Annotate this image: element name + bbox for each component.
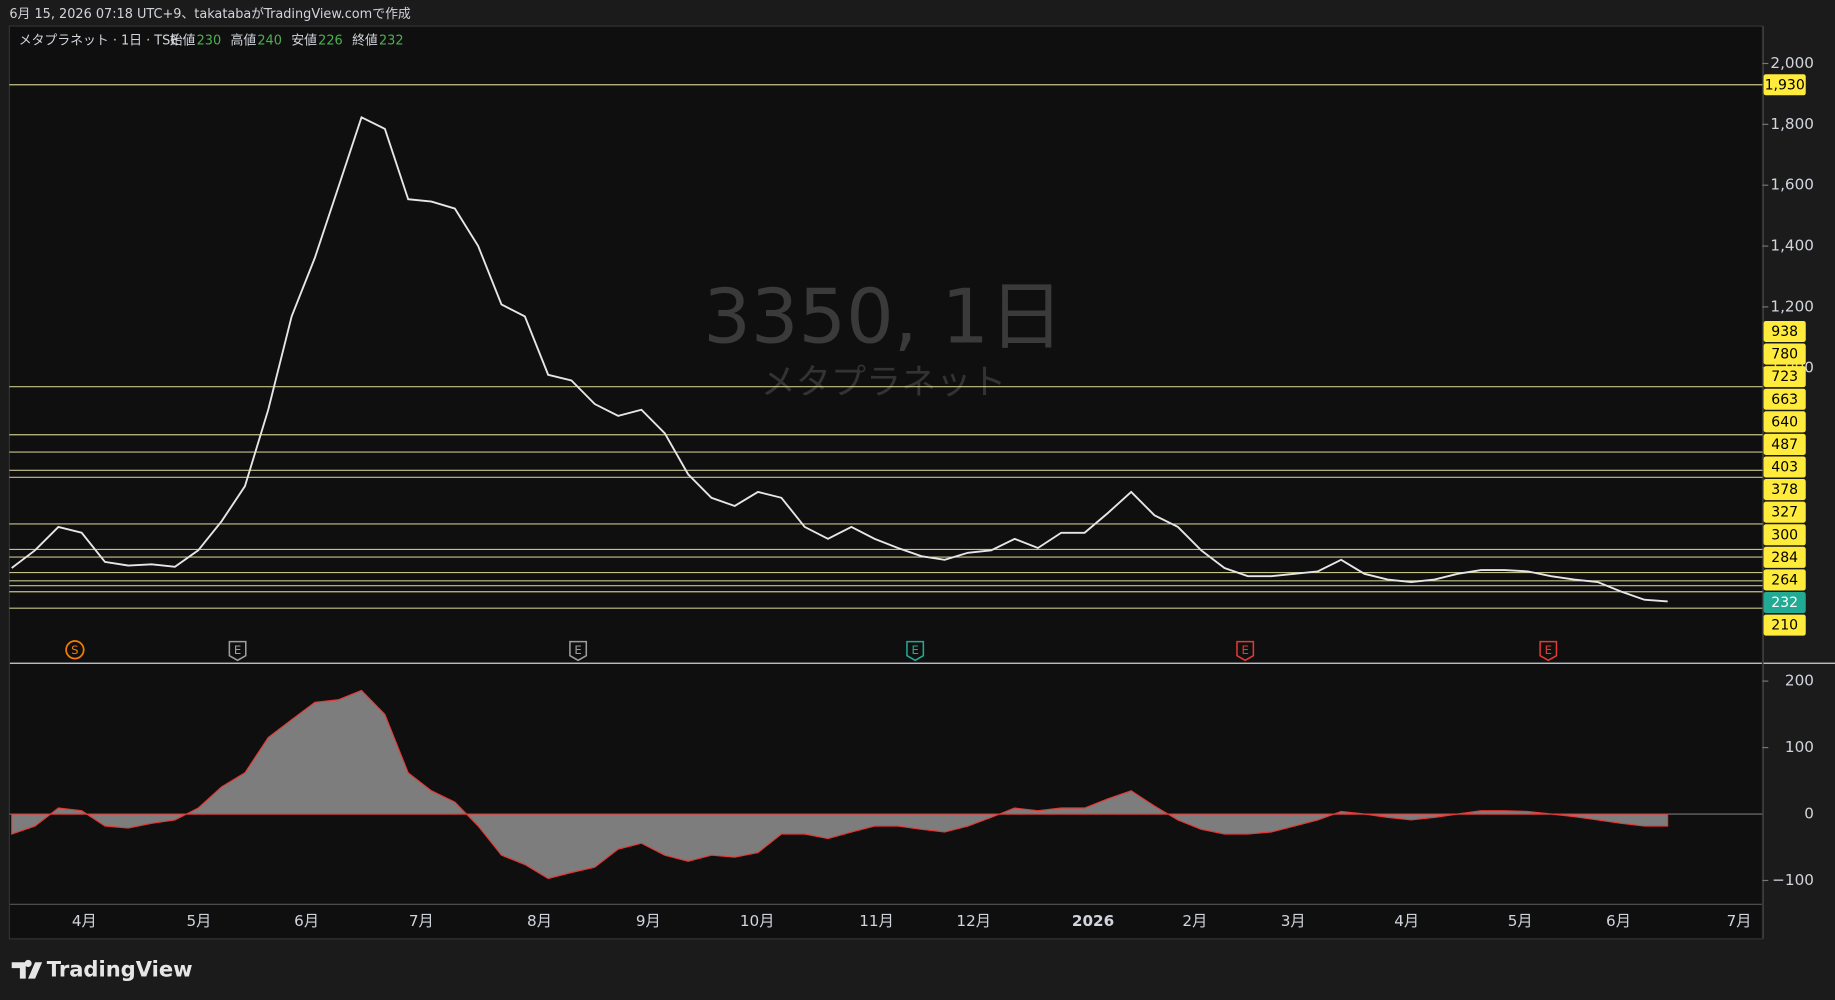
osc-tick-label: 0 <box>1804 805 1814 823</box>
x-tick-label: 3月 <box>1281 912 1306 930</box>
price-badge-label: 487 <box>1771 437 1798 453</box>
price-badge <box>1763 320 1806 343</box>
logo: TradingView <box>11 956 193 981</box>
x-tick-label: 4月 <box>1394 912 1419 930</box>
price-badge-label: 938 <box>1771 324 1798 340</box>
price-badge-label: 378 <box>1771 482 1798 498</box>
x-tick-label: 2月 <box>1182 912 1207 930</box>
osc-area <box>11 689 1669 880</box>
event-marker <box>569 640 588 662</box>
x-tick-label: 8月 <box>527 912 552 930</box>
price-badge <box>1763 546 1806 568</box>
price-badge <box>1763 591 1806 614</box>
price-badge-label: 723 <box>1771 369 1798 385</box>
price-badge <box>1763 479 1806 501</box>
price-badge-label: 300 <box>1771 527 1798 543</box>
price-badge <box>1763 524 1806 546</box>
x-tick-label: 5月 <box>187 912 212 930</box>
price-badge-label: 663 <box>1771 392 1798 408</box>
x-tick-label: 4月 <box>72 912 97 930</box>
watermark: 3350, 1日 メタプラネット <box>703 273 1064 404</box>
osc-tick-label: 200 <box>1785 672 1814 690</box>
caption: 6月 15, 2026 07:18 UTC+9、takatabaがTrading… <box>9 7 411 22</box>
event-marker <box>1236 640 1255 662</box>
price-badge-label: 403 <box>1771 460 1798 476</box>
legend-label: 終値 <box>352 33 378 49</box>
price-badge-label: 232 <box>1771 595 1798 611</box>
legend-value: 230 <box>197 34 222 49</box>
x-tick-label: 5月 <box>1508 912 1533 930</box>
y-tick-label: 2,000 <box>1770 54 1814 72</box>
price-badge <box>1763 501 1806 523</box>
x-tick-label: 6月 <box>1606 912 1631 930</box>
logo-text: TradingView <box>47 956 193 981</box>
event-marker <box>65 640 85 660</box>
y-tick-label: 1,600 <box>1770 176 1814 194</box>
event-label: E <box>911 643 918 657</box>
y-tick-label: 1,800 <box>1770 115 1814 133</box>
price-badge-label: 780 <box>1771 347 1798 363</box>
event-marker <box>1539 640 1558 662</box>
price-badge <box>1763 411 1806 433</box>
price-badge <box>1763 343 1806 365</box>
x-tick-label: 7月 <box>409 912 434 930</box>
price-badge <box>1763 456 1806 478</box>
osc-tick-label: −100 <box>1772 871 1814 889</box>
price-badge <box>1763 433 1806 455</box>
x-tick-label: 11月 <box>859 912 894 930</box>
price-badge-label: 264 <box>1771 573 1798 589</box>
logo-icon <box>11 959 43 979</box>
x-tick-label: 12月 <box>956 912 991 930</box>
event-label: E <box>1241 643 1248 657</box>
price-badge-label: 1,930 <box>1765 77 1805 93</box>
x-tick-label: 6月 <box>294 912 319 930</box>
frame <box>8 25 1764 940</box>
price-badge <box>1763 388 1806 410</box>
event-label: E <box>1545 643 1552 657</box>
price-badge <box>1763 614 1806 636</box>
price-badge <box>1763 569 1806 591</box>
x-tick-label: 7月 <box>1727 912 1752 930</box>
legend-label: 高値 <box>230 33 256 49</box>
event-label: S <box>71 643 78 657</box>
legend-value: 240 <box>257 34 282 49</box>
legend-symbol: メタプラネット · 1日 · TSE <box>19 34 179 49</box>
event-label: E <box>234 643 241 657</box>
legend-label: 安値 <box>291 33 317 49</box>
price-badge-label: 210 <box>1771 618 1798 634</box>
x-tick-label: 2026 <box>1072 912 1114 930</box>
x-tick-label: 9月 <box>636 912 661 930</box>
event-marker <box>906 640 925 662</box>
legend-value: 226 <box>318 34 343 49</box>
price-badge <box>1763 366 1806 388</box>
y-tick-label: 1,200 <box>1770 297 1814 315</box>
y-tick-label: 1,400 <box>1770 237 1814 255</box>
price-badge-label: 640 <box>1771 414 1798 430</box>
legend-label: 始値 <box>170 33 196 49</box>
watermark-title: 3350, 1日 <box>703 273 1064 361</box>
event-marker <box>228 640 247 662</box>
price-badge-label: 327 <box>1771 505 1798 521</box>
price-badge <box>1763 74 1806 96</box>
osc-tick-label: 100 <box>1785 738 1814 756</box>
price-badge-label: 284 <box>1771 550 1798 566</box>
legend-value: 232 <box>379 34 404 49</box>
watermark-subtitle: メタプラネット <box>761 362 1007 403</box>
event-label: E <box>574 643 581 657</box>
x-tick-label: 10月 <box>740 912 775 930</box>
legend: メタプラネット · 1日 · TSE 始値 230 高値 240 安値 226 終値 232 <box>19 33 404 49</box>
price-line <box>11 116 1668 603</box>
